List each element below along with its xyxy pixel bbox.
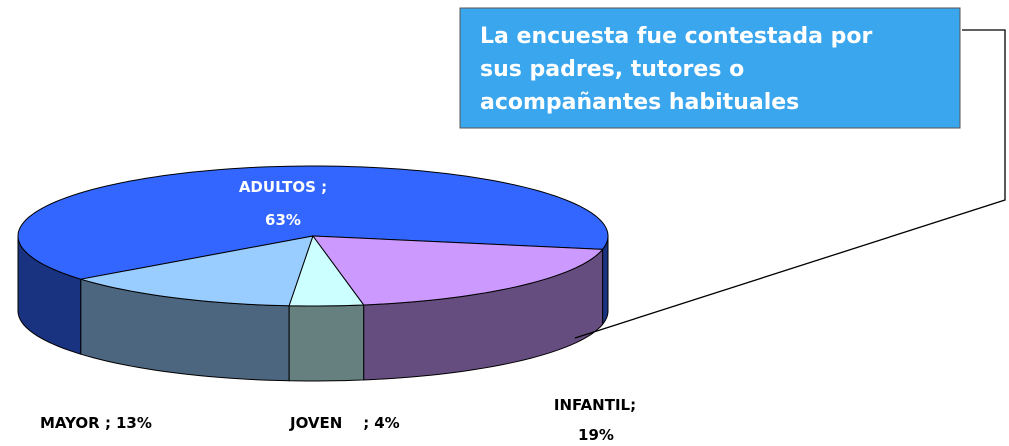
slice-label: INFANTIL; [554, 396, 636, 414]
value-label: 19% [578, 426, 614, 444]
slice-side [602, 235, 609, 326]
slice [311, 235, 604, 306]
slice-label: MAYOR ; [40, 414, 111, 432]
annotation-line: La encuesta fue contestada por [480, 24, 872, 49]
slice-label: ADULTOS ; [239, 178, 327, 196]
slice [288, 234, 365, 307]
value-label: 13% [116, 414, 152, 432]
annotation-line: sus padres, tutores o [480, 57, 744, 82]
annotation-box [459, 7, 961, 129]
annotation-line: acompañantes habituales [480, 90, 799, 115]
slice [80, 235, 314, 307]
value-label: 4% [374, 414, 399, 432]
value-label: 63% [265, 211, 301, 229]
slice-side [288, 304, 365, 382]
slice [17, 165, 609, 280]
slice-label: JOVEN ; [289, 414, 369, 432]
annotation-leader [574, 29, 1006, 339]
